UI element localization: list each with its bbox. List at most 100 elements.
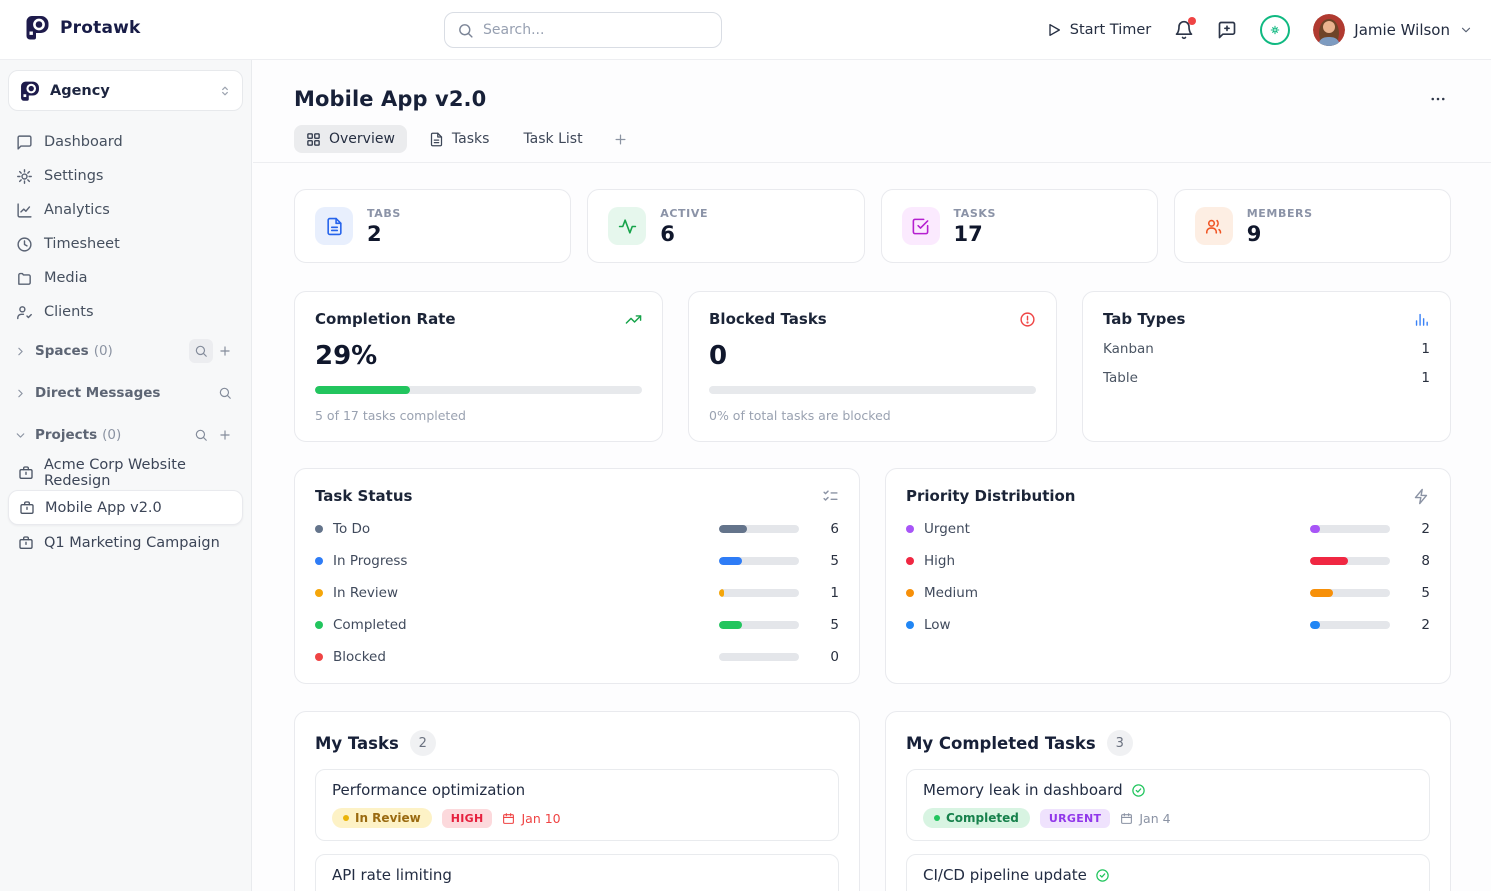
- stat-card-tabs: TABS 2: [294, 189, 572, 263]
- task-title: CI/CD pipeline update: [923, 866, 1087, 884]
- check-circle-icon: [1095, 868, 1110, 883]
- tab-label: Overview: [329, 131, 395, 147]
- play-icon: [1046, 22, 1062, 38]
- section-label: Spaces: [35, 343, 89, 359]
- user-menu[interactable]: Jamie Wilson: [1313, 14, 1473, 46]
- chevron-down-icon: [1459, 23, 1473, 37]
- priority-bar: [1310, 525, 1390, 533]
- blocked-progressbar: [709, 386, 1036, 394]
- projects-add-button[interactable]: [213, 423, 237, 447]
- stat-card-tasks: TASKS 17: [880, 189, 1158, 263]
- tab-label: Task List: [523, 131, 583, 147]
- task-status-value: 6: [830, 521, 839, 537]
- sidebar-item-settings[interactable]: Settings: [8, 159, 243, 193]
- task-item[interactable]: API rate limiting Todo MEDIUM Jan 19: [315, 854, 839, 891]
- tab-tasks[interactable]: Tasks: [417, 125, 502, 153]
- completion-caption: 5 of 17 tasks completed: [315, 408, 466, 423]
- tab-overview[interactable]: Overview: [294, 125, 407, 153]
- ai-assistant-button[interactable]: [1260, 15, 1291, 45]
- activity-icon: [608, 207, 647, 245]
- task-status-card: Task Status To Do 6 In Progress 5 In Review 1…: [294, 468, 860, 684]
- chevron-right-icon[interactable]: [14, 345, 27, 358]
- sidebar-item-clients[interactable]: Clients: [8, 295, 243, 329]
- dm-search-button[interactable]: [213, 381, 237, 405]
- task-item[interactable]: CI/CD pipeline update Completed HIGH Dec…: [906, 854, 1430, 891]
- task-status-row: In Progress 5: [315, 553, 839, 569]
- task-item[interactable]: Memory leak in dashboard Completed URGEN…: [906, 769, 1430, 841]
- workspace-name: Agency: [50, 82, 110, 99]
- sidebar-item-label: Dashboard: [44, 134, 123, 150]
- status-badge: In Review: [332, 808, 432, 828]
- stat-value: 2: [367, 221, 382, 246]
- workspace-selector[interactable]: Agency: [8, 70, 243, 111]
- notifications-button[interactable]: [1174, 17, 1197, 40]
- bar-chart-icon: [1413, 311, 1430, 328]
- global-search[interactable]: [444, 12, 722, 48]
- task-status-row: To Do 6: [315, 521, 839, 537]
- section-spaces[interactable]: Spaces (0): [8, 331, 243, 371]
- start-timer-label: Start Timer: [1069, 22, 1152, 38]
- tab-type-value: 1: [1421, 341, 1430, 357]
- tab-task-list[interactable]: Task List: [511, 125, 594, 153]
- workspace-logo-icon: [19, 80, 41, 102]
- brand-logo[interactable]: Protawk: [24, 14, 141, 41]
- chevron-down-icon[interactable]: [14, 429, 27, 442]
- projects-search-button[interactable]: [189, 423, 213, 447]
- more-options-button[interactable]: [1425, 86, 1451, 112]
- stat-card-active: ACTIVE 6: [587, 189, 865, 263]
- chevron-right-icon[interactable]: [14, 387, 27, 400]
- priority-distribution-card: Priority Distribution Urgent 2 High 8 Medium…: [885, 468, 1451, 684]
- priority-row: Medium 5: [906, 585, 1430, 601]
- task-status-bar: [719, 557, 799, 565]
- section-label: Direct Messages: [35, 385, 161, 401]
- blocked-value: 0: [709, 341, 728, 371]
- feedback-button[interactable]: [1217, 20, 1237, 40]
- my-tasks-card: My Tasks 2 Performance optimization In R…: [294, 711, 860, 891]
- blocked-tasks-card: Blocked Tasks 0 0% of total tasks are bl…: [688, 291, 1057, 442]
- main-content: Mobile App v2.0 Overview Tasks Task List…: [253, 60, 1491, 891]
- checklist-icon: [822, 488, 839, 505]
- task-status-value: 5: [830, 553, 839, 569]
- sidebar-item-label: Settings: [44, 168, 104, 184]
- spaces-add-button[interactable]: [213, 339, 237, 363]
- check-square-icon: [901, 207, 940, 245]
- sidebar-item-timesheet[interactable]: Timesheet: [8, 227, 243, 261]
- search-input[interactable]: [483, 22, 709, 38]
- section-projects[interactable]: Projects (0): [8, 415, 243, 455]
- priority-bar: [1310, 589, 1390, 597]
- stat-card-members: MEMBERS 9: [1173, 189, 1451, 263]
- sidebar-item-analytics[interactable]: Analytics: [8, 193, 243, 227]
- card-title: My Completed Tasks: [906, 733, 1096, 753]
- stat-value: 6: [660, 221, 675, 246]
- task-status-label: Completed: [333, 617, 407, 633]
- completion-value: 29%: [315, 341, 378, 371]
- status-dot: [906, 525, 914, 533]
- tab-type-row: Table 1: [1103, 370, 1430, 386]
- start-timer-button[interactable]: Start Timer: [1046, 22, 1151, 38]
- message-square-icon: [16, 134, 33, 151]
- project-item-acme[interactable]: Acme Corp Website Redesign: [8, 455, 243, 490]
- add-tab-button[interactable]: [605, 128, 636, 151]
- task-item[interactable]: Performance optimization In Review HIGH …: [315, 769, 839, 841]
- task-title: Memory leak in dashboard: [923, 781, 1123, 799]
- sidebar-item-dashboard[interactable]: Dashboard: [8, 125, 243, 159]
- spaces-search-button[interactable]: [189, 339, 213, 363]
- task-status-label: In Progress: [333, 553, 408, 569]
- sidebar-item-media[interactable]: Media: [8, 261, 243, 295]
- sidebar-item-label: Media: [44, 270, 88, 286]
- status-dot: [906, 589, 914, 597]
- divider: [253, 162, 1491, 163]
- project-item-q1-marketing[interactable]: Q1 Marketing Campaign: [8, 525, 243, 560]
- priority-bar: [1310, 621, 1390, 629]
- card-title: Task Status: [315, 487, 413, 505]
- priority-label: Low: [924, 617, 951, 633]
- project-item-mobile-app[interactable]: Mobile App v2.0: [8, 490, 243, 525]
- section-direct-messages[interactable]: Direct Messages: [8, 373, 243, 413]
- trending-up-icon: [625, 311, 642, 328]
- status-dot: [315, 653, 323, 661]
- brand-name: Protawk: [60, 17, 141, 38]
- status-dot: [906, 557, 914, 565]
- due-date: Jan 4: [1120, 811, 1171, 826]
- chart-icon: [16, 202, 33, 219]
- status-dot: [315, 589, 323, 597]
